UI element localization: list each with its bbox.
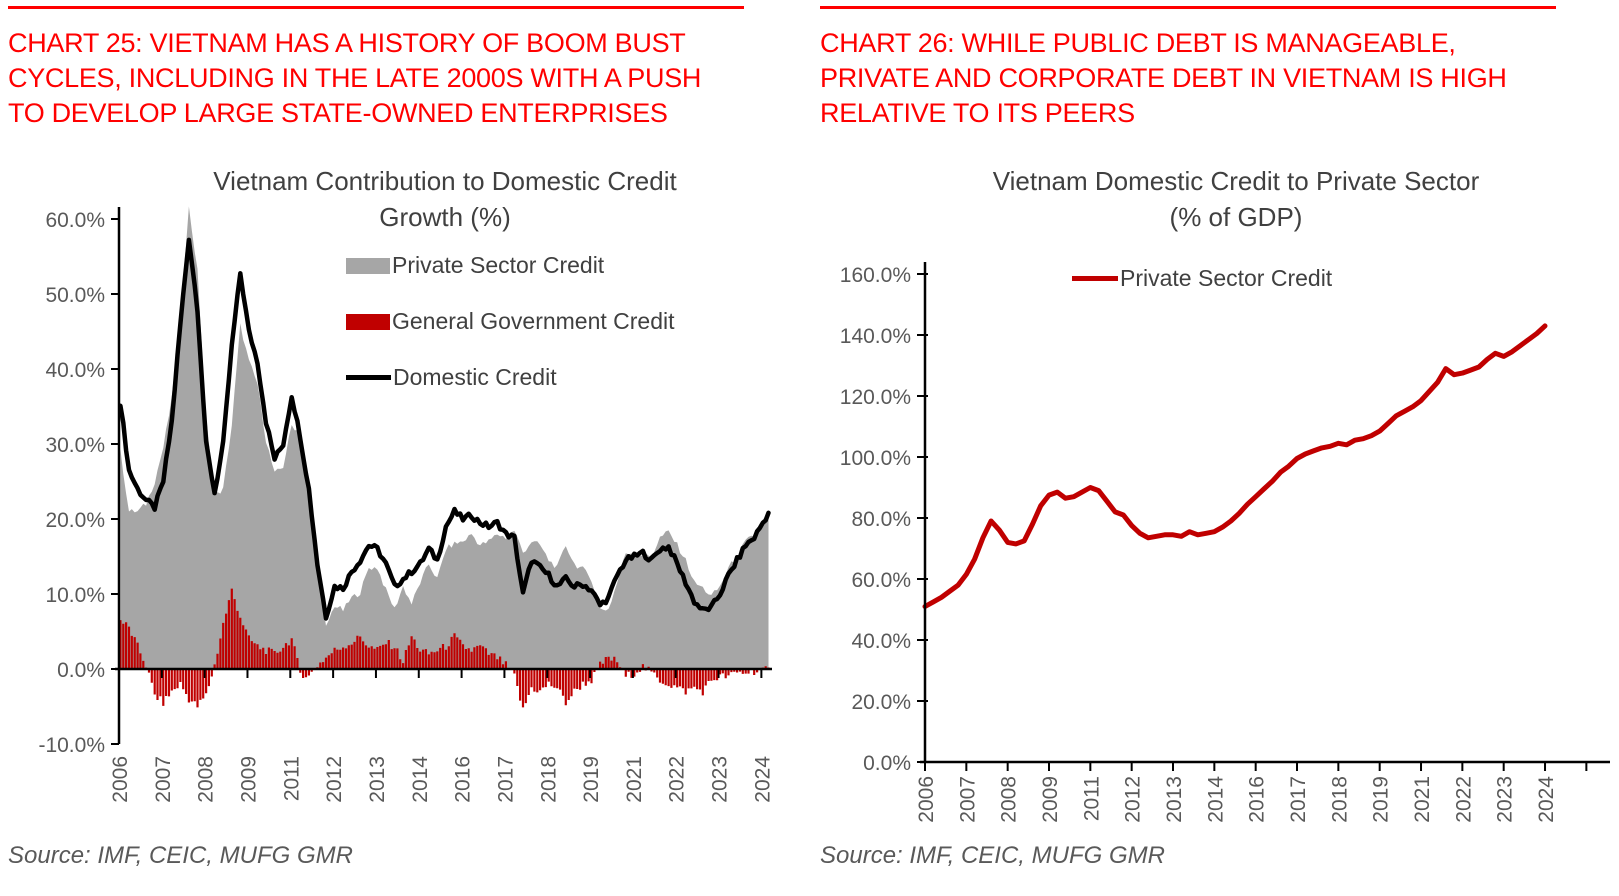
y-axis-tick-label: 40.0% (851, 630, 911, 653)
black-line-swatch-icon (346, 375, 391, 380)
x-axis-tick-label: 2023 (1494, 776, 1517, 823)
x-axis-tick-label: 2022 (1452, 776, 1475, 823)
y-axis-tick-label: -10.0% (38, 734, 105, 757)
x-axis-tick-label: 2013 (366, 756, 389, 803)
y-axis-tick-label: 50.0% (45, 284, 105, 307)
x-axis-tick-label: 2019 (580, 756, 603, 803)
left-chart-title-line2: Growth (%) (379, 202, 511, 232)
legend-label: Domestic Credit (393, 364, 557, 390)
x-axis-tick-label: 2014 (409, 756, 432, 803)
domestic-credit-line (118, 237, 771, 621)
y-axis-tick-label: 0.0% (57, 659, 105, 682)
x-axis-tick-label: 2006 (915, 776, 938, 823)
left-chart-title: Vietnam Contribution to Domestic Credit … (115, 163, 775, 235)
x-axis-tick-label: 2009 (237, 756, 260, 803)
x-axis-tick-label: 2023 (709, 756, 732, 803)
x-axis-tick-label: 2018 (537, 756, 560, 803)
x-axis-tick-label: 2022 (666, 756, 689, 803)
left-source-note: Source: IMF, CEIC, MUFG GMR (8, 842, 353, 869)
x-axis-tick-label: 2016 (1246, 776, 1269, 823)
red-bar-swatch-icon (346, 313, 390, 330)
y-axis-tick-label: 30.0% (45, 434, 105, 457)
x-axis-tick-label: 2008 (195, 756, 218, 803)
x-axis-tick-label: 2012 (1122, 776, 1145, 823)
x-axis-tick-label: 2013 (1163, 776, 1186, 823)
private-sector-credit-line (922, 323, 1548, 609)
private-sector-credit-area (120, 206, 769, 669)
left-chart-plot: 60.0% 50.0% 40.0% 30.0% 20.0% 10.0% 0.0% -10.0%… (38, 206, 774, 803)
y-axis-tick-label: 140.0% (840, 325, 911, 348)
x-axis-tick-label: 2024 (751, 756, 774, 803)
x-axis-tick-label: 2024 (1535, 776, 1558, 823)
right-chart-title-line2: (% of GDP) (1169, 202, 1303, 232)
left-chart-axes (115, 207, 772, 744)
y-axis-tick-label: 60.0% (851, 569, 911, 592)
left-panel-top-rule (8, 6, 744, 9)
x-axis-tick-label: 2008 (998, 776, 1021, 823)
x-axis-tick-label: 2021 (623, 756, 646, 803)
gray-area-swatch-icon (346, 257, 390, 274)
right-chart-axes (920, 262, 1610, 764)
legend-item-domestic-credit: Domestic Credit (346, 361, 675, 394)
red-line-swatch-icon (1072, 276, 1118, 281)
left-chart-header: CHART 25: VIETNAM HAS A HISTORY OF BOOM … (8, 28, 702, 128)
legend-item-general-government-credit: General Government Credit (346, 305, 675, 338)
x-axis-tick-label: 2007 (152, 756, 175, 803)
x-axis-tick-label: 2018 (1328, 776, 1351, 823)
x-axis-tick-label: 2011 (280, 756, 303, 801)
left-chart-legend: Private Sector Credit General Government… (346, 249, 675, 417)
x-axis-tick-label: 2007 (956, 776, 979, 823)
y-axis-tick-label: 80.0% (851, 508, 911, 531)
x-axis-tick-label: 2019 (1370, 776, 1393, 823)
y-axis-tick-label: 10.0% (45, 584, 105, 607)
y-axis-tick-label: 60.0% (45, 209, 105, 232)
x-axis-tick-label: 2014 (1204, 776, 1227, 823)
y-axis-tick-label: 40.0% (45, 359, 105, 382)
legend-label: Private Sector Credit (1120, 265, 1333, 291)
legend-label: Private Sector Credit (392, 252, 605, 278)
x-axis-tick-label: 2011 (1080, 776, 1103, 821)
right-chart-title: Vietnam Domestic Credit to Private Secto… (925, 163, 1547, 235)
right-chart-legend: Private Sector Credit (1072, 262, 1332, 318)
right-panel-top-rule (820, 6, 1556, 9)
x-axis-tick-label: 2021 (1411, 776, 1434, 823)
y-axis-tick-label: 20.0% (45, 509, 105, 532)
y-axis-tick-label: 160.0% (840, 264, 911, 287)
right-chart-plot: 160.0% 140.0% 120.0% 100.0% 80.0% 60.0% 40.0% 2… (840, 262, 1610, 823)
general-government-credit-bars (119, 588, 770, 708)
x-axis-tick-label: 2012 (323, 756, 346, 803)
left-chart-title-line1: Vietnam Contribution to Domestic Credit (213, 166, 677, 196)
x-axis-tick-label: 2017 (494, 756, 517, 803)
x-axis-tick-label: 2017 (1287, 776, 1310, 823)
legend-item-private-sector-credit: Private Sector Credit (346, 249, 675, 282)
y-axis-tick-label: 100.0% (840, 447, 911, 470)
y-axis-tick-label: 20.0% (851, 691, 911, 714)
y-axis-tick-label: 120.0% (840, 386, 911, 409)
right-source-note: Source: IMF, CEIC, MUFG GMR (820, 842, 1165, 869)
y-axis-tick-label: 0.0% (863, 752, 911, 775)
x-axis-tick-label: 2016 (452, 756, 475, 803)
right-chart-title-line1: Vietnam Domestic Credit to Private Secto… (992, 166, 1480, 196)
legend-label: General Government Credit (392, 308, 675, 334)
x-axis-tick-label: 2009 (1039, 776, 1062, 823)
legend-item-private-sector-credit: Private Sector Credit (1072, 262, 1332, 295)
right-chart-header: CHART 26: WHILE PUBLIC DEBT IS MANAGEABL… (820, 28, 1507, 128)
x-axis-tick-label: 2006 (109, 756, 132, 803)
